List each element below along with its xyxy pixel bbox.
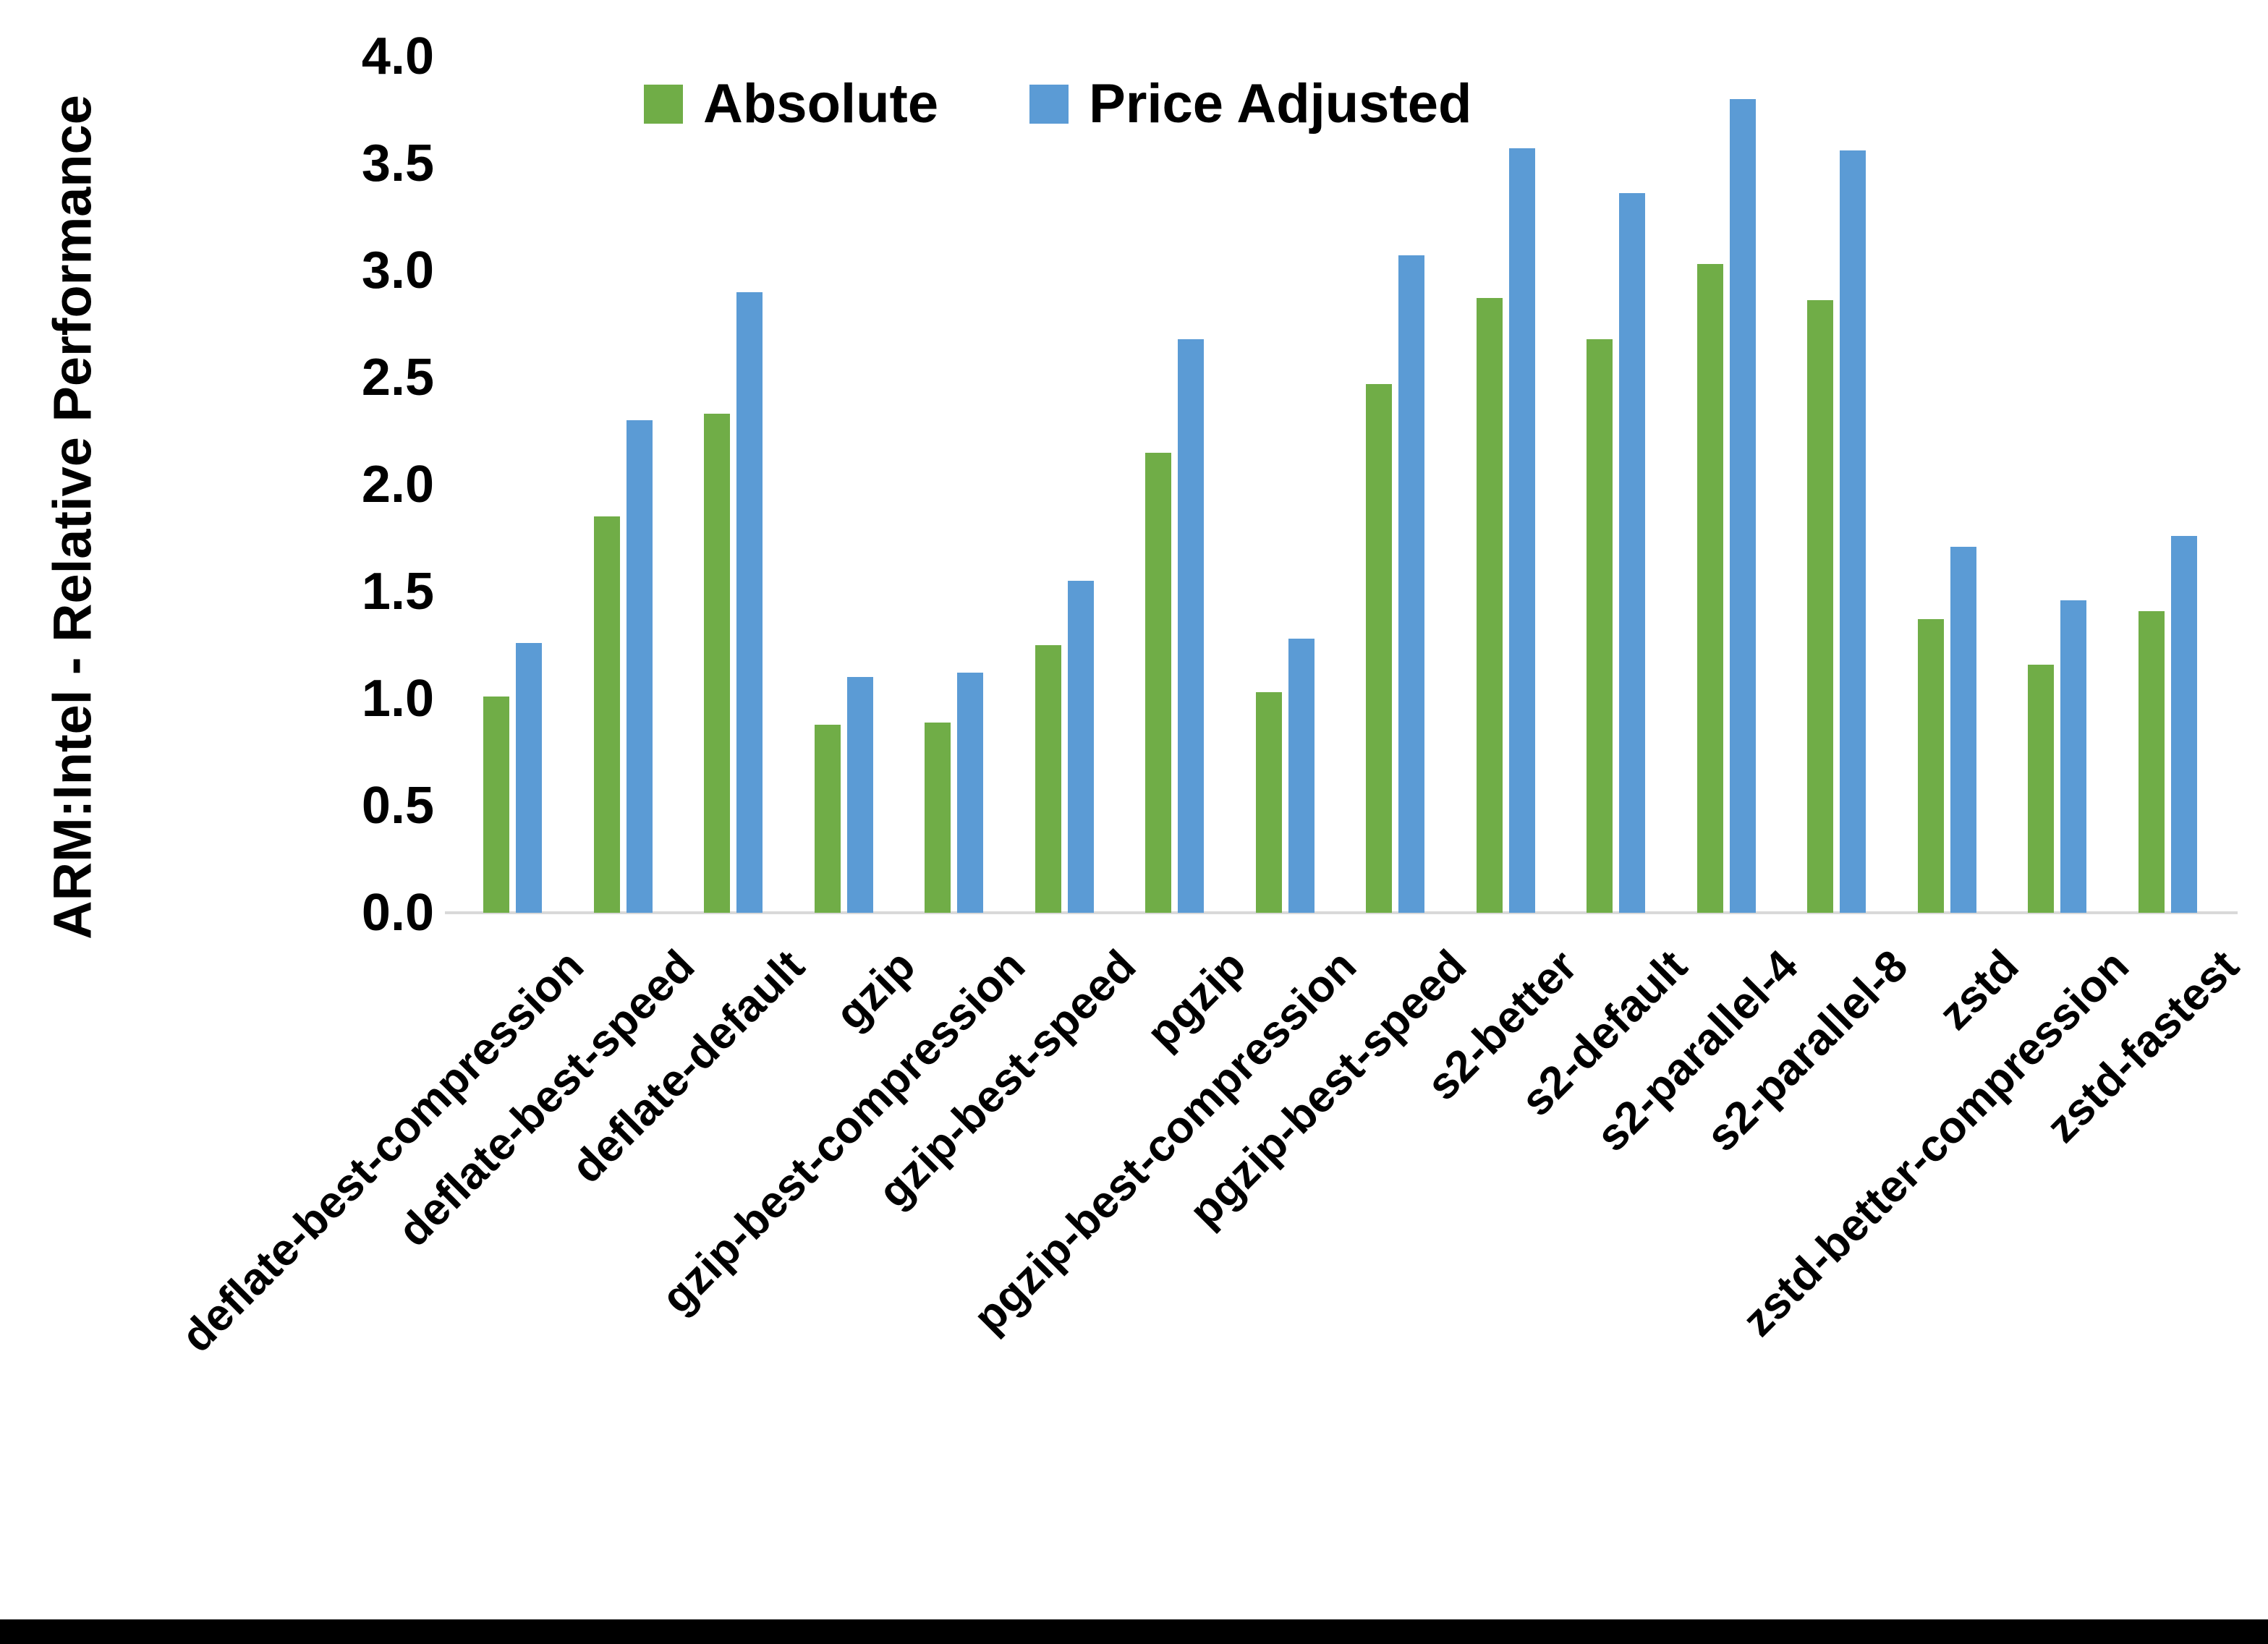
bar-price-adjusted-gzip-best-compression	[957, 673, 983, 913]
bar-absolute-gzip-best-speed	[1035, 645, 1061, 913]
bar-price-adjusted-gzip	[847, 677, 873, 913]
bar-absolute-deflate-best-speed	[594, 516, 620, 913]
bar-price-adjusted-zstd-fastest	[2171, 536, 2197, 913]
x-axis-line	[445, 911, 2238, 914]
bar-absolute-s2-parallel-8	[1807, 300, 1833, 913]
bar-absolute-zstd-fastest	[2139, 611, 2165, 913]
legend-label-price-adjusted: Price Adjusted	[1089, 73, 1472, 135]
y-tick-label: 2.0	[361, 456, 434, 514]
bar-absolute-pgzip-best-speed	[1366, 384, 1392, 913]
y-tick-label: 3.0	[361, 242, 434, 299]
bar-absolute-deflate-default	[704, 414, 730, 913]
legend-swatch-price-adjusted-icon	[1029, 84, 1069, 124]
x-axis-label-deflate-best-compression: deflate-best-compression	[172, 940, 594, 1363]
y-tick-label: 2.5	[361, 349, 434, 406]
bar-price-adjusted-s2-parallel-8	[1840, 150, 1866, 913]
legend-item-price-adjusted: Price Adjusted	[1029, 72, 1471, 135]
bar-absolute-s2-better	[1477, 298, 1503, 913]
bar-price-adjusted-s2-parallel-4	[1730, 99, 1756, 913]
bar-absolute-gzip	[815, 725, 841, 913]
y-tick-label: 0.5	[361, 777, 434, 835]
bar-absolute-gzip-best-compression	[925, 723, 951, 913]
bar-price-adjusted-gzip-best-speed	[1068, 581, 1094, 913]
bar-price-adjusted-pgzip-best-compression	[1288, 639, 1314, 913]
bar-price-adjusted-deflate-best-compression	[516, 643, 542, 913]
legend-item-absolute: Absolute	[644, 72, 938, 135]
y-tick-label: 3.5	[361, 135, 434, 192]
bar-absolute-pgzip-best-compression	[1256, 692, 1282, 913]
bar-price-adjusted-zstd-better-compression	[2060, 600, 2086, 913]
legend-label-absolute: Absolute	[703, 73, 939, 135]
bar-absolute-zstd-better-compression	[2028, 665, 2054, 913]
y-tick-label: 0.0	[361, 884, 434, 942]
bar-absolute-s2-parallel-4	[1697, 264, 1723, 913]
bar-price-adjusted-zstd	[1950, 547, 1976, 913]
bar-price-adjusted-pgzip-best-speed	[1398, 255, 1424, 913]
x-axis-label-zstd: zstd	[1929, 940, 2028, 1040]
bar-price-adjusted-pgzip	[1178, 339, 1204, 913]
bar-price-adjusted-s2-better	[1509, 148, 1535, 913]
bar-price-adjusted-deflate-best-speed	[627, 420, 653, 913]
legend-swatch-absolute-icon	[644, 84, 683, 124]
bar-absolute-zstd	[1918, 619, 1944, 913]
y-axis-title: ARM:Intel - Relative Performance	[42, 95, 103, 940]
y-tick-label: 1.0	[361, 670, 434, 728]
bottom-border	[0, 1619, 2268, 1644]
bar-price-adjusted-deflate-default	[736, 292, 763, 913]
y-tick-label: 1.5	[361, 563, 434, 621]
legend: Absolute Price Adjusted	[644, 72, 1471, 135]
x-axis-label-gzip: gzip	[825, 940, 925, 1040]
y-tick-label: 4.0	[361, 27, 434, 85]
bar-absolute-pgzip	[1145, 453, 1171, 913]
bar-absolute-s2-default	[1587, 339, 1613, 913]
bar-absolute-deflate-best-compression	[483, 697, 509, 913]
bar-price-adjusted-s2-default	[1619, 193, 1645, 913]
